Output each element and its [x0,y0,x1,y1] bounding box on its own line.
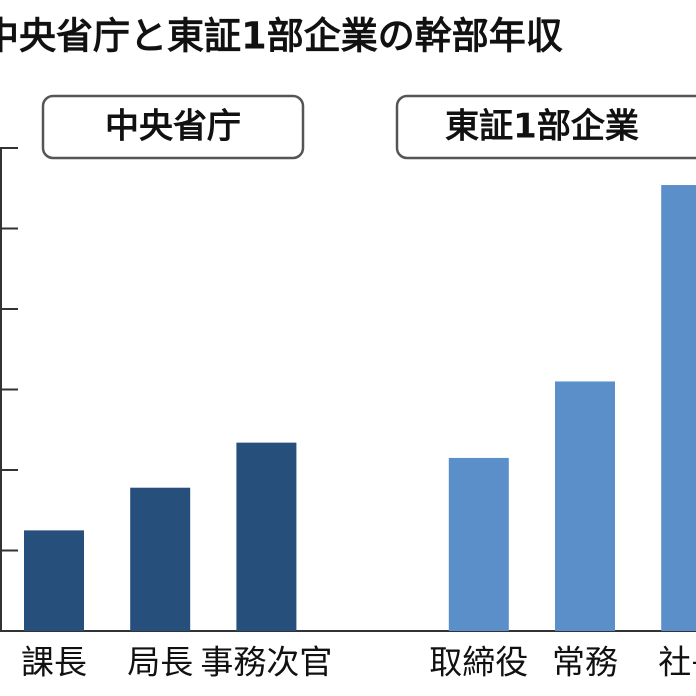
bar [24,530,84,631]
bar [448,457,509,631]
group-box [395,94,696,160]
group-label: 中央省庁 [105,107,241,147]
x-tick-label: 事務次官 [200,643,332,682]
bar [236,442,297,631]
group-box [41,94,305,160]
x-tick-label: 常務 [552,643,618,682]
x-tick-label: 局長 [127,643,193,682]
x-tick-label: 社長 [658,643,696,682]
bar [661,185,696,631]
x-tick-label: 取締役 [429,643,528,682]
bar [130,487,191,631]
bar [555,381,615,631]
x-tick-label: 課長 [21,643,87,682]
group-label: 東証1部企業 [445,107,639,147]
chart-title: 中央省庁と東証1部企業の幹部年収 [0,15,563,58]
